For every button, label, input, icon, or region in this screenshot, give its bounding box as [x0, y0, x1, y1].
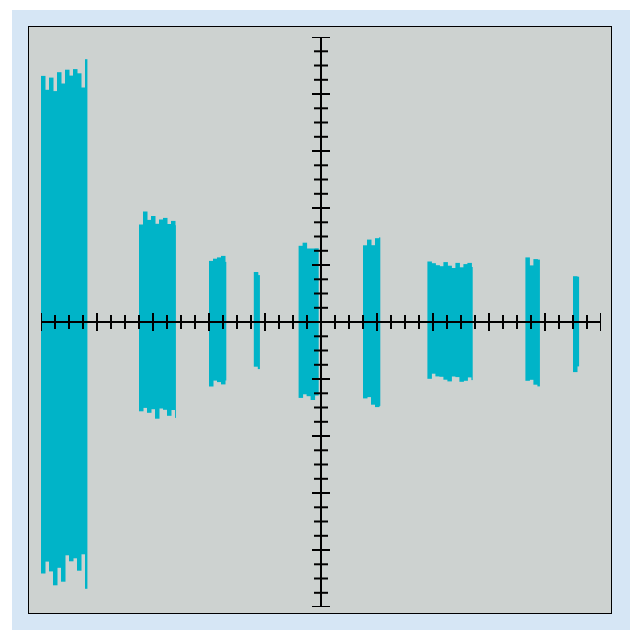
- signal-segment: [57, 72, 62, 568]
- signal-segment: [159, 219, 164, 409]
- oscilloscope-frame: [12, 10, 630, 630]
- signal-segment: [217, 257, 222, 383]
- oscilloscope-screen: [41, 37, 601, 607]
- signal-segment: [471, 267, 473, 381]
- signal-segment: [139, 224, 144, 412]
- signal-segment: [367, 239, 372, 398]
- signal-segment: [435, 265, 440, 377]
- signal-segment: [253, 272, 259, 367]
- signal-segment: [65, 69, 70, 556]
- signal-segment: [49, 77, 54, 572]
- signal-trace: [41, 59, 580, 589]
- signal-segment: [171, 220, 176, 410]
- signal-segment: [147, 219, 152, 413]
- signal-segment: [85, 59, 88, 589]
- signal-segment: [455, 262, 460, 378]
- signal-segment: [151, 216, 156, 410]
- graticule-axes: [41, 37, 601, 607]
- signal-segment: [53, 91, 58, 586]
- signal-segment: [69, 75, 74, 562]
- signal-segment: [371, 245, 376, 405]
- signal-segment: [443, 262, 448, 380]
- signal-segment: [447, 265, 452, 382]
- signal-burst: [139, 211, 176, 419]
- signal-segment: [310, 248, 316, 400]
- signal-segment: [45, 89, 50, 562]
- signal-segment: [573, 276, 578, 373]
- signal-segment: [143, 211, 148, 408]
- signal-segment: [427, 261, 432, 379]
- signal-burst: [253, 272, 260, 370]
- signal-segment: [61, 83, 66, 582]
- signal-segment: [41, 75, 46, 574]
- signal-segment: [209, 260, 214, 387]
- signal-segment: [167, 224, 172, 416]
- signal-segment: [525, 257, 530, 381]
- signal-segment: [213, 258, 218, 381]
- signal-segment: [163, 217, 168, 410]
- signal-burst: [41, 59, 88, 589]
- signal-segment: [73, 69, 78, 559]
- signal-segment: [302, 242, 308, 395]
- oscilloscope-display: [28, 26, 612, 614]
- signal-segment: [467, 262, 472, 378]
